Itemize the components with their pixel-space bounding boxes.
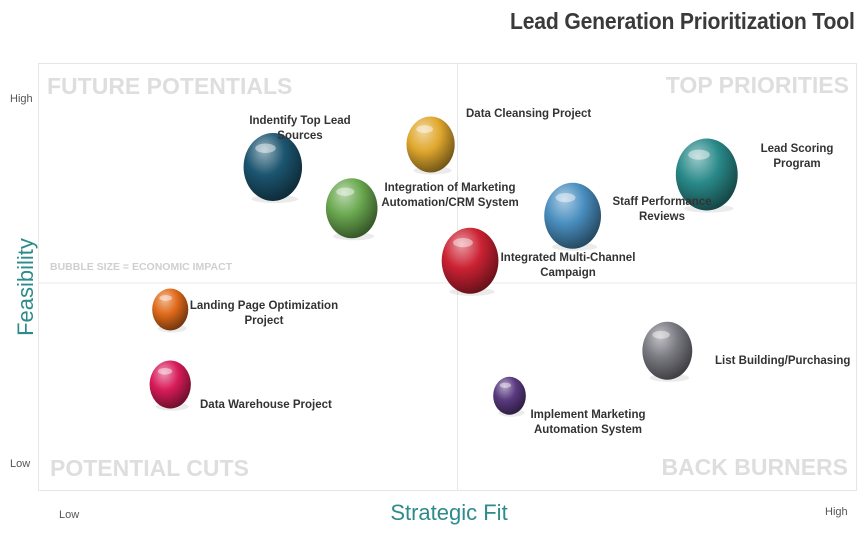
bubble-highlight [157, 367, 173, 375]
bubble-highlight [453, 237, 473, 248]
bubble-highlight [499, 382, 512, 388]
quadrant-label-bottom-right: BACK BURNERS [661, 454, 848, 480]
quadrant-label-top-left: FUTURE POTENTIALS [47, 73, 292, 99]
bubble-highlight [688, 149, 710, 160]
bubble-label-10: Implement Marketing Automation System [530, 409, 645, 436]
y-tick-low: Low [10, 458, 31, 470]
y-tick-high: High [10, 93, 33, 105]
bubble-label-4: Lead Scoring Program [761, 143, 834, 170]
bubble-label-1: Indentify Top Lead Sources [249, 115, 350, 142]
bubble-9 [149, 360, 191, 409]
bubble-highlight [336, 187, 355, 196]
bubble-highlight [255, 143, 276, 154]
bubble-8 [642, 321, 693, 380]
bubble-label-6: Integrated Multi-Channel Campaign [501, 252, 636, 279]
x-tick-low: Low [59, 509, 80, 521]
x-tick-high: High [825, 506, 848, 518]
quadrant-label-top-right: TOP PRIORITIES [666, 72, 849, 98]
bubble-10 [493, 376, 526, 415]
plot-area [38, 63, 857, 491]
bubble-6 [441, 227, 499, 294]
bubble-highlight [416, 125, 434, 134]
bubble-3 [325, 178, 378, 239]
x-axis-label: Strategic Fit [390, 500, 508, 525]
bubble-2 [406, 116, 455, 173]
bubble-label-3: Integration of Marketing Automation/CRM S… [381, 182, 518, 209]
bubble-7 [152, 288, 189, 331]
chart-title: Lead Generation Prioritization Tool [510, 8, 855, 34]
bubble-label-9: Data Warehouse Project [200, 399, 332, 411]
bubble-label-2: Data Cleansing Project [466, 108, 591, 120]
bubble-label-7: Landing Page Optimization Project [190, 300, 338, 327]
bubble-highlight [652, 330, 670, 339]
bubble-label-5: Staff Performance Reviews [612, 196, 711, 223]
bubble-size-note: BUBBLE SIZE = ECONOMIC IMPACT [50, 261, 233, 273]
bubble-5 [544, 182, 602, 249]
bubble-highlight [555, 192, 576, 203]
quadrant-label-bottom-left: POTENTIAL CUTS [50, 455, 249, 481]
bubble-label-8: List Building/Purchasing [715, 355, 850, 367]
bubble-1 [243, 133, 303, 201]
bubble-highlight [159, 295, 173, 301]
bubble-4 [675, 138, 738, 211]
